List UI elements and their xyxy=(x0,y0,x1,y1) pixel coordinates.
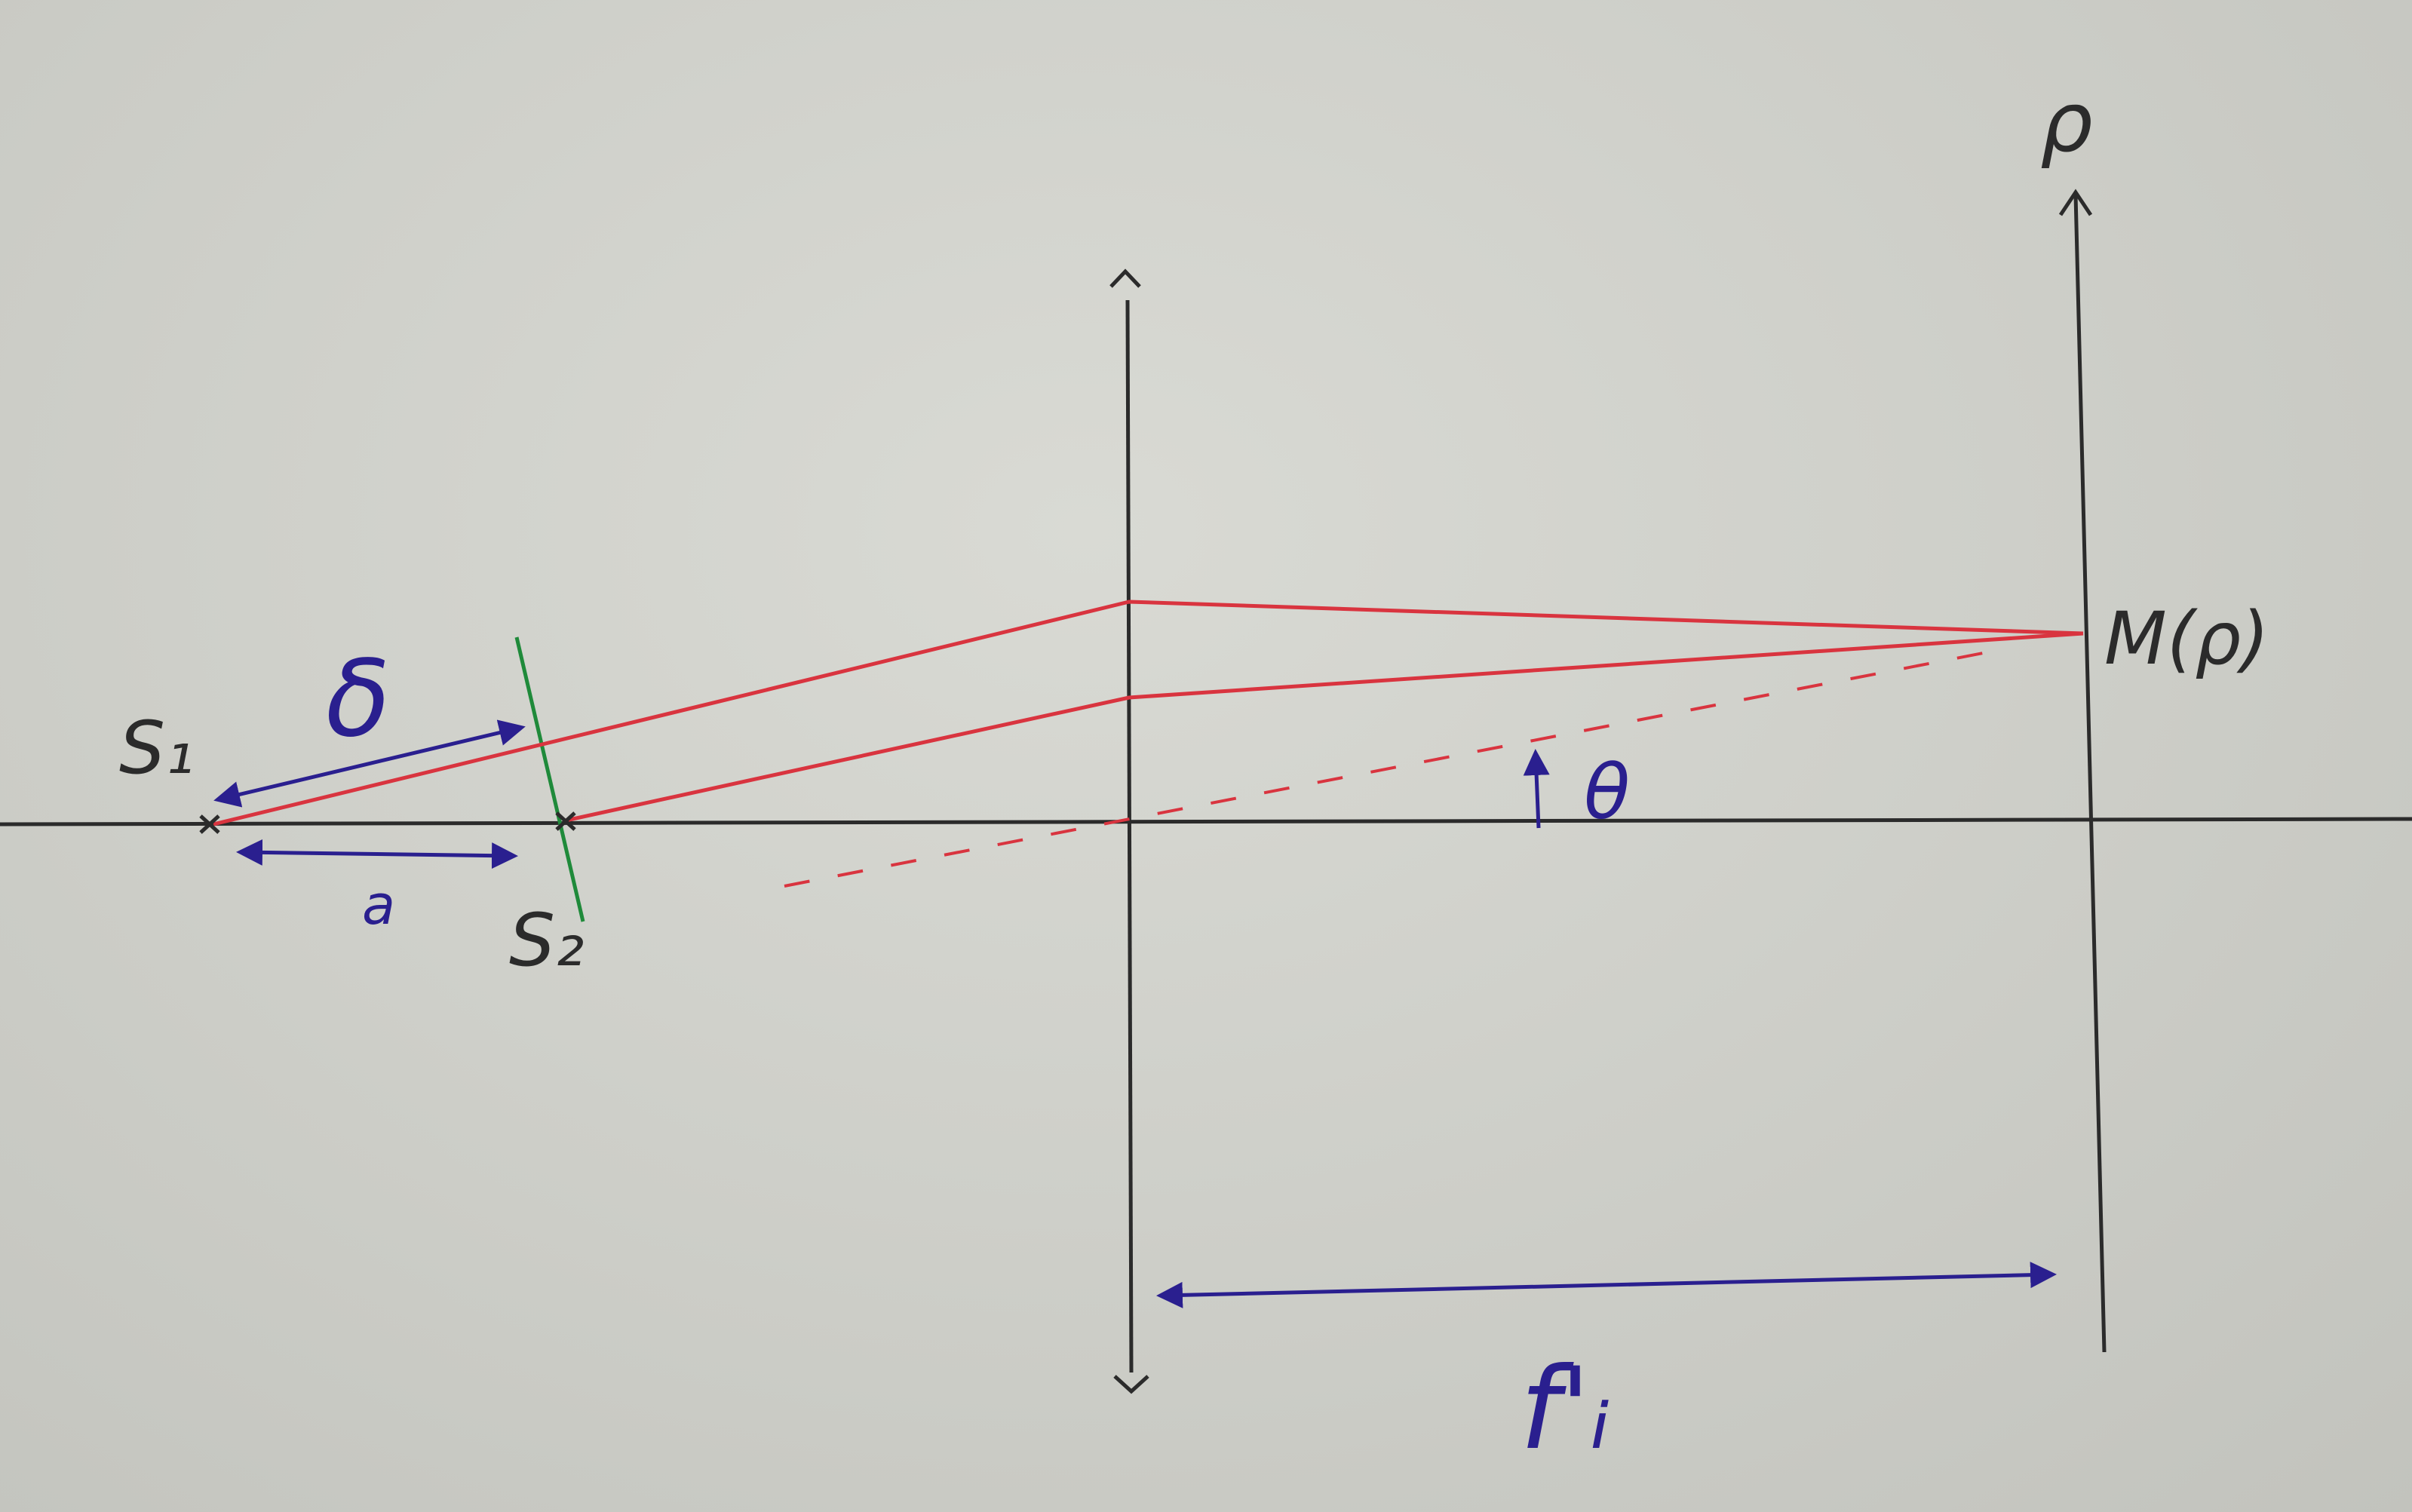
compensating-plate xyxy=(514,636,585,922)
screen-axis xyxy=(2073,194,2107,1353)
screen-axis-label: ρ xyxy=(2040,74,2093,170)
lens-bottom-arrow xyxy=(1113,1375,1149,1394)
source-2-point xyxy=(555,811,576,831)
lens-top-arrow xyxy=(1109,268,1141,288)
screen-axis-arrow xyxy=(2058,189,2093,216)
focal-length-label: f'ᵢ xyxy=(1520,1344,1611,1475)
central-ray-dashed xyxy=(784,647,2007,888)
focal-length-arrow xyxy=(1156,1262,2057,1308)
optical-axis xyxy=(0,817,2412,827)
path-difference-label: δ xyxy=(326,638,391,761)
angle-arrow xyxy=(1523,749,1550,829)
lens xyxy=(1125,299,1134,1373)
screen-point-label: M(ρ) xyxy=(2104,597,2269,681)
source-1-label: S₁ xyxy=(119,706,194,790)
source-1-point xyxy=(199,814,220,834)
separation-arrow xyxy=(236,839,518,869)
ray-from-s1 xyxy=(213,600,2084,827)
angle-label: θ xyxy=(1584,748,1630,836)
separation-label: a xyxy=(362,873,395,937)
source-2-label: S₂ xyxy=(509,898,584,983)
ray-from-s2 xyxy=(565,631,2084,823)
path-difference-arrow xyxy=(213,719,526,808)
